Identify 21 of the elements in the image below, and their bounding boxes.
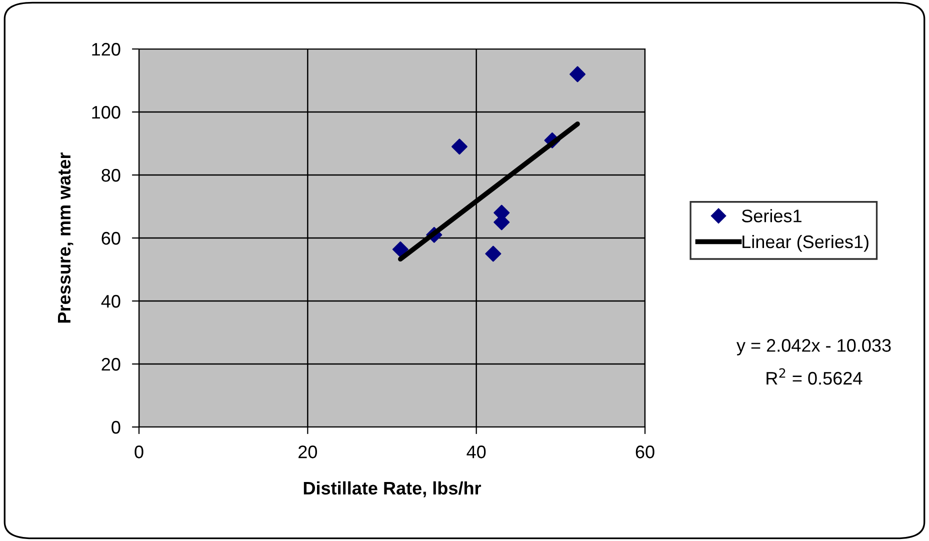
x-tick-label: 20 (298, 446, 318, 458)
y-tick-label: 40 (101, 294, 120, 308)
point (570, 66, 586, 82)
y-tick-label: 20 (102, 358, 120, 371)
point (392, 241, 408, 258)
x-tick-label: 60 (636, 446, 654, 458)
y-tick-label: 80 (102, 168, 120, 182)
point (451, 138, 468, 155)
legend-label: Series1 (742, 209, 802, 222)
x-tick-label: 0 (134, 446, 144, 458)
point (485, 246, 502, 262)
text: R$^{2}$ = 0.5624 (766, 368, 862, 385)
x-tick-label: 40 (466, 446, 486, 458)
y-tick-label: 120 (92, 42, 120, 56)
text: y = 2.042x - 10.033 (736, 339, 891, 356)
x-axis-title: Distillate Rate, lbs/hr (304, 481, 482, 498)
y-tick-label: 0 (112, 420, 120, 434)
y-axis-title: Pressure, mm water (58, 152, 74, 323)
y-tick-label: 60 (102, 232, 120, 245)
legend-label: Linear (Series1) (742, 234, 868, 252)
y-tick-label: 100 (92, 106, 120, 119)
